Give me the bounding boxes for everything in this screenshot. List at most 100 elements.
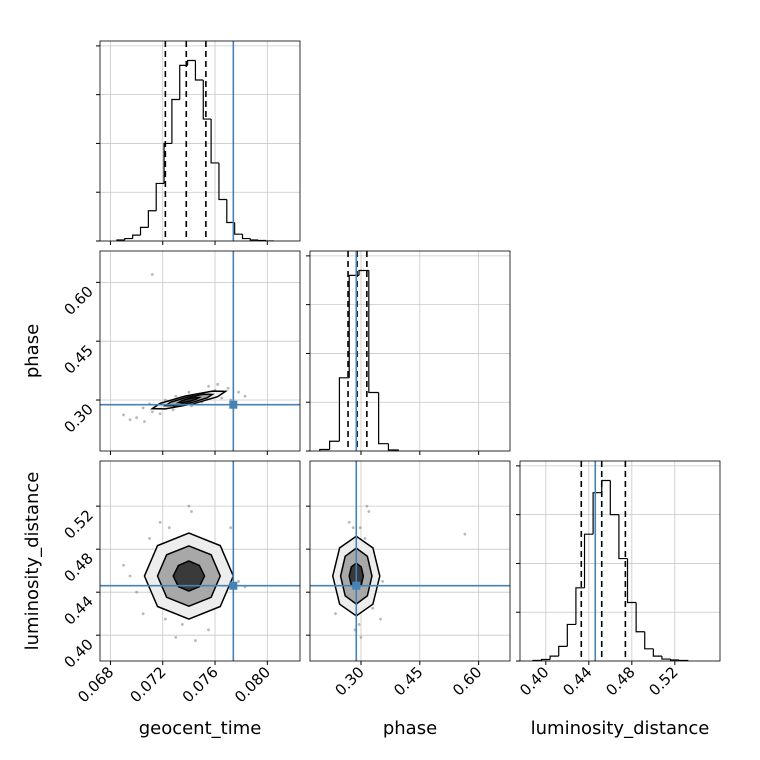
hist-step (329, 440, 340, 450)
sample-point (174, 394, 178, 398)
sample-point (351, 526, 355, 530)
hist-step (171, 98, 180, 144)
panel-frame (519, 460, 721, 662)
sample-point (334, 612, 337, 616)
hist-step (124, 237, 133, 241)
hist-step (218, 162, 227, 201)
hist-step (558, 645, 568, 657)
hist-step (609, 480, 619, 516)
sample-point (163, 617, 167, 621)
hist-step (139, 226, 149, 236)
sample-point (367, 510, 371, 513)
hist-step (155, 182, 165, 211)
sample-point (363, 537, 367, 540)
y-tick-label: 0.30 (60, 400, 96, 436)
sample-point (207, 384, 210, 388)
x-tick-label: 0.080 (231, 663, 274, 706)
x-tick-label: 0.40 (516, 663, 552, 699)
hist-step (368, 270, 379, 394)
sample-point (243, 394, 247, 398)
x-tick-label: 0.072 (126, 663, 169, 706)
sample-point (167, 526, 171, 530)
hist-step (358, 269, 369, 276)
truth-marker (229, 400, 238, 409)
hist-step (378, 392, 389, 445)
truth-marker (229, 581, 238, 590)
truth-marker (352, 581, 361, 590)
sample-point (216, 382, 220, 386)
sample-point (174, 635, 178, 639)
sample-point (194, 639, 197, 642)
sample-point (357, 623, 361, 626)
y-tick-label: 0.48 (60, 549, 96, 585)
x-tick-label: 0.44 (559, 663, 595, 699)
hist-step (566, 623, 576, 647)
sample-point (180, 623, 184, 626)
panel-content (310, 461, 510, 661)
hist-step (249, 238, 259, 241)
hist-step (202, 80, 212, 120)
y-axis-label: luminosity_distance (22, 472, 43, 651)
sample-point (141, 406, 145, 410)
sample-point (128, 418, 132, 422)
y-axis-label: phase (22, 324, 43, 378)
sample-point (358, 526, 362, 530)
sample-point (229, 398, 233, 402)
sample-point (158, 520, 162, 524)
contour (175, 396, 202, 404)
sample-point (229, 526, 233, 530)
hist-step (147, 210, 157, 228)
sample-point (190, 510, 193, 513)
panel-frame (309, 250, 511, 452)
sample-point (379, 617, 382, 621)
hist-step (234, 222, 243, 235)
x-axis-label: geocent_time (139, 718, 262, 739)
sample-point (237, 580, 240, 583)
x-tick-label: 0.60 (449, 663, 485, 699)
sample-point (122, 413, 125, 417)
sample-point (187, 504, 191, 508)
hist-step (601, 479, 611, 493)
x-axis-label: luminosity_distance (531, 718, 710, 739)
y-tick-label: 0.40 (60, 635, 96, 671)
sample-point (347, 520, 351, 524)
hist-step (626, 558, 637, 604)
x-tick-label: 0.45 (390, 663, 426, 699)
x-tick-label: 0.30 (331, 663, 367, 699)
panel-content (100, 251, 300, 451)
sample-point (359, 635, 363, 639)
hist-step (194, 60, 204, 81)
sample-point (148, 537, 152, 540)
y-tick-label: 0.60 (60, 282, 96, 318)
hist-step (635, 602, 645, 633)
sample-point (381, 580, 384, 583)
sample-point (371, 606, 375, 610)
sample-point (163, 398, 167, 402)
hist-step (661, 656, 671, 660)
sample-point (150, 410, 154, 414)
hist-step (241, 234, 251, 240)
y-tick-label: 0.45 (60, 341, 96, 377)
sample-point (226, 386, 230, 390)
panel-frame (309, 460, 511, 662)
hist-step (575, 587, 585, 625)
sample-point (143, 420, 146, 423)
contour (172, 560, 206, 592)
hist-step (669, 659, 680, 661)
x-axis-label: phase (383, 718, 437, 739)
hist-step (210, 119, 219, 164)
sample-point (135, 416, 139, 420)
sample-point (463, 532, 467, 536)
hist-step (540, 658, 551, 661)
hist-step (163, 142, 172, 184)
hist-step (387, 443, 399, 451)
sample-point (135, 590, 139, 594)
sample-point (128, 574, 132, 578)
hist-step (583, 533, 594, 588)
sample-point (207, 628, 210, 632)
y-tick-label: 0.52 (60, 506, 96, 542)
hist-step (338, 377, 350, 442)
panel-frame (99, 40, 301, 242)
hist-step (592, 492, 602, 535)
